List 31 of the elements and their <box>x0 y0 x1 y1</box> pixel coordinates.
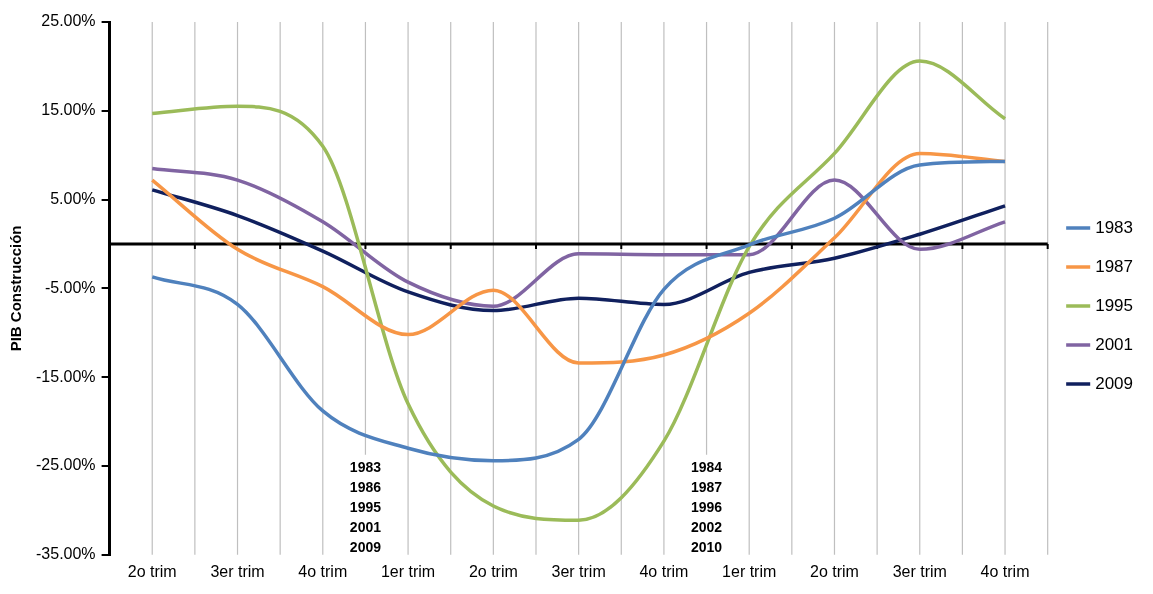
y-tick-label: -15.00% <box>36 367 96 385</box>
line-series <box>150 159 1007 463</box>
y-tick-label: 25.00% <box>41 12 96 30</box>
line-series <box>150 188 1007 313</box>
x-tick-label: 2o trim <box>810 562 859 580</box>
legend-label: 1987 <box>1095 256 1134 276</box>
y-tick-label: -5.00% <box>44 278 96 296</box>
y-tick-label: 5.00% <box>50 190 96 208</box>
line-series <box>150 166 1007 308</box>
legend-label: 1983 <box>1095 217 1134 237</box>
y-axis-title: PIB Construcción <box>7 225 25 352</box>
y-tick-label: -25.00% <box>36 456 96 474</box>
x-tick-label: 4o trim <box>639 562 689 580</box>
y-tick-label: 15.00% <box>41 101 96 119</box>
x-tick-label: 2o trim <box>127 562 177 580</box>
line-series <box>150 59 1007 522</box>
x-tick-label: 2o trim <box>468 562 518 580</box>
y-tick-label: -35.00% <box>36 545 96 563</box>
legend-label: 1995 <box>1095 295 1134 315</box>
annotation: 1983 1986 1995 2001 2009 <box>349 458 382 555</box>
line-series <box>150 151 1007 365</box>
x-tick-label: 3er trim <box>551 562 606 580</box>
x-tick-label: 1er trim <box>380 562 436 580</box>
x-tick-label: 3er trim <box>892 562 947 580</box>
legend-label: 2009 <box>1095 373 1134 393</box>
annotation: 1984 1987 1996 2002 2010 <box>690 458 723 555</box>
x-tick-label: 3er trim <box>210 562 265 580</box>
x-tick-label: 1er trim <box>722 562 777 580</box>
x-tick-label: 4o trim <box>980 562 1030 580</box>
x-tick-label: 4o trim <box>298 562 348 580</box>
legend-label: 2001 <box>1095 334 1134 354</box>
